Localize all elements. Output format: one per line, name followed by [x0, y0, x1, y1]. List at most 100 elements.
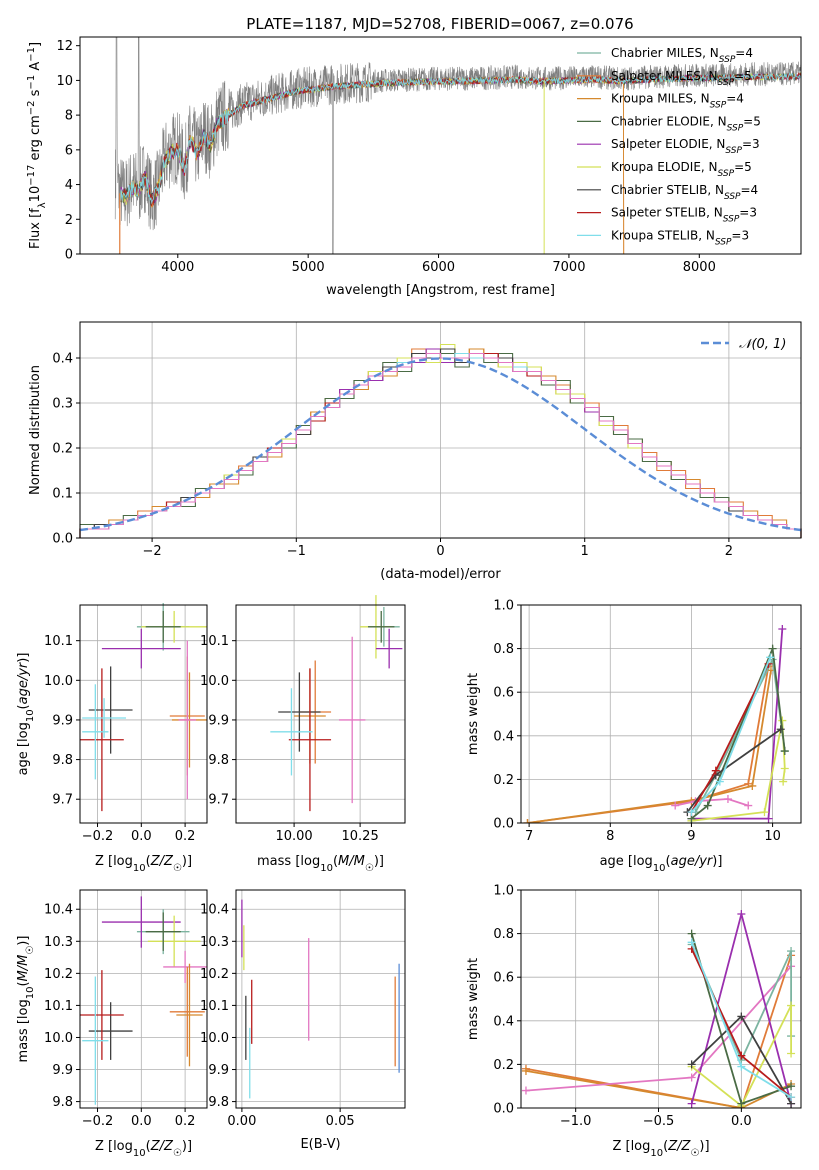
weight-point-marker: [766, 653, 775, 662]
axes-frame: [235, 604, 406, 824]
y-tick-label: 9.8: [208, 1095, 229, 1110]
x-tick-label: 9: [687, 829, 695, 844]
x-axis-label: mass [log10(M/M☉)]: [257, 854, 384, 874]
weight-point-marker: [687, 1073, 696, 1082]
y-tick-label: 0.4: [493, 729, 514, 744]
axes-frame: [235, 889, 406, 1109]
y-tick-label: 9.9: [52, 1063, 73, 1078]
weight-point-marker: [760, 808, 769, 817]
mass-vs-EBV-panel: 0.00 0.05 9.8 9.9 10.0 10.1 10.2 10.3 10.4 E(B-V): [200, 889, 406, 1152]
y-tick-label: 10.0: [200, 674, 229, 689]
x-tick-label: 10.00: [275, 829, 312, 844]
weight-point-marker: [737, 1062, 746, 1071]
y-tick-label: 10.4: [44, 903, 73, 918]
legend-entry: Salpeter STELIB, NSSP=3: [611, 206, 757, 225]
model-spectrum-line: [119, 72, 801, 205]
axes-frame: [520, 604, 802, 824]
x-tick-label: 10: [764, 829, 781, 844]
y-tick-label: 0.8: [493, 927, 514, 942]
axes-frame: [79, 604, 208, 824]
y-axis-label: mass weight: [466, 958, 481, 1040]
x-tick-label: 7000: [552, 260, 585, 275]
legend-entry: Chabrier MILES, NSSP=4: [611, 46, 753, 65]
massweight-vs-Z-panel: −1.0 −0.5 0.0 0.0 0.2 0.4 0.6 0.8 1.0 Z [log10(Z/…: [466, 884, 802, 1159]
weight-series-line: [691, 1005, 792, 1108]
x-tick-label: 0.05: [326, 1114, 355, 1129]
y-tick-label: 10.1: [44, 634, 73, 649]
massweight-vs-age-panel: 7 8 9 10 0.0 0.2 0.4 0.6 0.8 1.0 age [log10(age/yr…: [466, 599, 802, 874]
x-tick-label: 0.0: [131, 1114, 152, 1129]
weight-point-marker: [744, 801, 753, 810]
weight-point-marker: [780, 747, 789, 756]
y-tick-label: 8: [65, 109, 73, 124]
legend-entry: Chabrier STELIB, NSSP=4: [611, 183, 758, 202]
weight-point-marker: [687, 929, 696, 938]
y-tick-label: 9.9: [208, 713, 229, 728]
weight-point-marker: [748, 781, 757, 790]
spectrum-panel: Chabrier MILES, NSSP=4 Salpeter MILES, NS…: [26, 36, 802, 298]
x-tick-label: −0.2: [82, 1114, 114, 1129]
y-tick-label: 9.9: [52, 713, 73, 728]
weight-point-marker: [687, 808, 696, 817]
weight-point-marker: [521, 1086, 530, 1095]
y-tick-label: 0.6: [493, 686, 514, 701]
weight-point-marker: [768, 644, 777, 653]
weight-series-line: [675, 798, 749, 807]
weight-point-marker: [779, 777, 788, 786]
y-axis-label: Flux [fλ10−17 erg cm−2 s−1 A−1]: [26, 42, 48, 249]
weight-point-marker: [687, 1099, 696, 1108]
line-plot-area: [523, 624, 789, 823]
y-tick-label: 0: [65, 248, 73, 263]
weight-point-marker: [703, 801, 712, 810]
legend-entry: Kroupa MILES, NSSP=4: [611, 92, 744, 111]
x-tick-label: −2: [143, 544, 162, 559]
y-tick-label: 0.3: [52, 397, 73, 412]
y-tick-label: 0.0: [493, 1102, 514, 1117]
y-tick-label: 10.1: [44, 999, 73, 1014]
weight-point-marker: [764, 814, 773, 823]
weight-point-marker: [737, 909, 746, 918]
x-tick-label: −1.0: [560, 1114, 592, 1129]
legend-entry: Chabrier ELODIE, NSSP=5: [611, 114, 761, 133]
weight-point-marker: [787, 947, 796, 956]
x-tick-label: 0.2: [175, 1114, 196, 1129]
x-axis-label: wavelength [Angstrom, rest frame]: [326, 283, 555, 298]
y-axis-label: Normed distribution: [28, 365, 43, 495]
weight-point-marker: [780, 764, 789, 773]
weight-point-marker: [776, 725, 785, 734]
legend-entry: 𝒩(0, 1): [739, 337, 786, 352]
y-tick-label: 10: [56, 74, 73, 89]
axes-frame: [520, 889, 802, 1109]
y-tick-label: 0.8: [493, 642, 514, 657]
y-tick-label: 10.0: [44, 674, 73, 689]
x-tick-label: 2: [725, 544, 733, 559]
weight-point-marker: [787, 1093, 796, 1102]
x-axis-label: (data-model)/error: [380, 567, 501, 582]
legend-entry: Kroupa ELODIE, NSSP=5: [611, 160, 752, 179]
y-tick-label: 6: [65, 143, 73, 158]
x-axis-label: Z [log10(Z/Z☉)]: [95, 1139, 192, 1159]
x-tick-label: 8000: [683, 260, 716, 275]
y-axis-label: age [log10(age/yr)]: [16, 653, 36, 776]
y-tick-label: 4: [65, 178, 73, 193]
x-tick-label: 0.0: [731, 1114, 752, 1129]
weight-series-line: [527, 670, 772, 823]
weight-point-marker: [687, 1060, 696, 1069]
y-tick-label: 2: [65, 213, 73, 228]
x-tick-label: 0.0: [131, 829, 152, 844]
y-tick-label: 1.0: [493, 599, 514, 614]
y-tick-label: 9.8: [208, 753, 229, 768]
weight-point-marker: [715, 777, 724, 786]
gaussian-curve: [79, 357, 802, 532]
weight-point-marker: [521, 1066, 530, 1075]
x-tick-label: 0.00: [227, 1114, 256, 1129]
weight-point-marker: [787, 1049, 796, 1058]
age-vs-Z-panel: −0.2 0.0 0.2 9.7 9.8 9.9 10.0 10.1 Z [log10(Z/Z☉…: [16, 603, 208, 874]
weight-point-marker: [787, 1082, 796, 1091]
mass-vs-Z-panel: −0.2 0.0 0.2 9.8 9.9 10.0 10.1 10.2 10.3 10.4 Z [l…: [16, 889, 208, 1159]
x-tick-label: 0.2: [175, 829, 196, 844]
y-tick-label: 10.1: [200, 999, 229, 1014]
x-axis-label: E(B-V): [300, 1137, 340, 1152]
legend-entry: Kroupa STELIB, NSSP=3: [611, 228, 749, 247]
